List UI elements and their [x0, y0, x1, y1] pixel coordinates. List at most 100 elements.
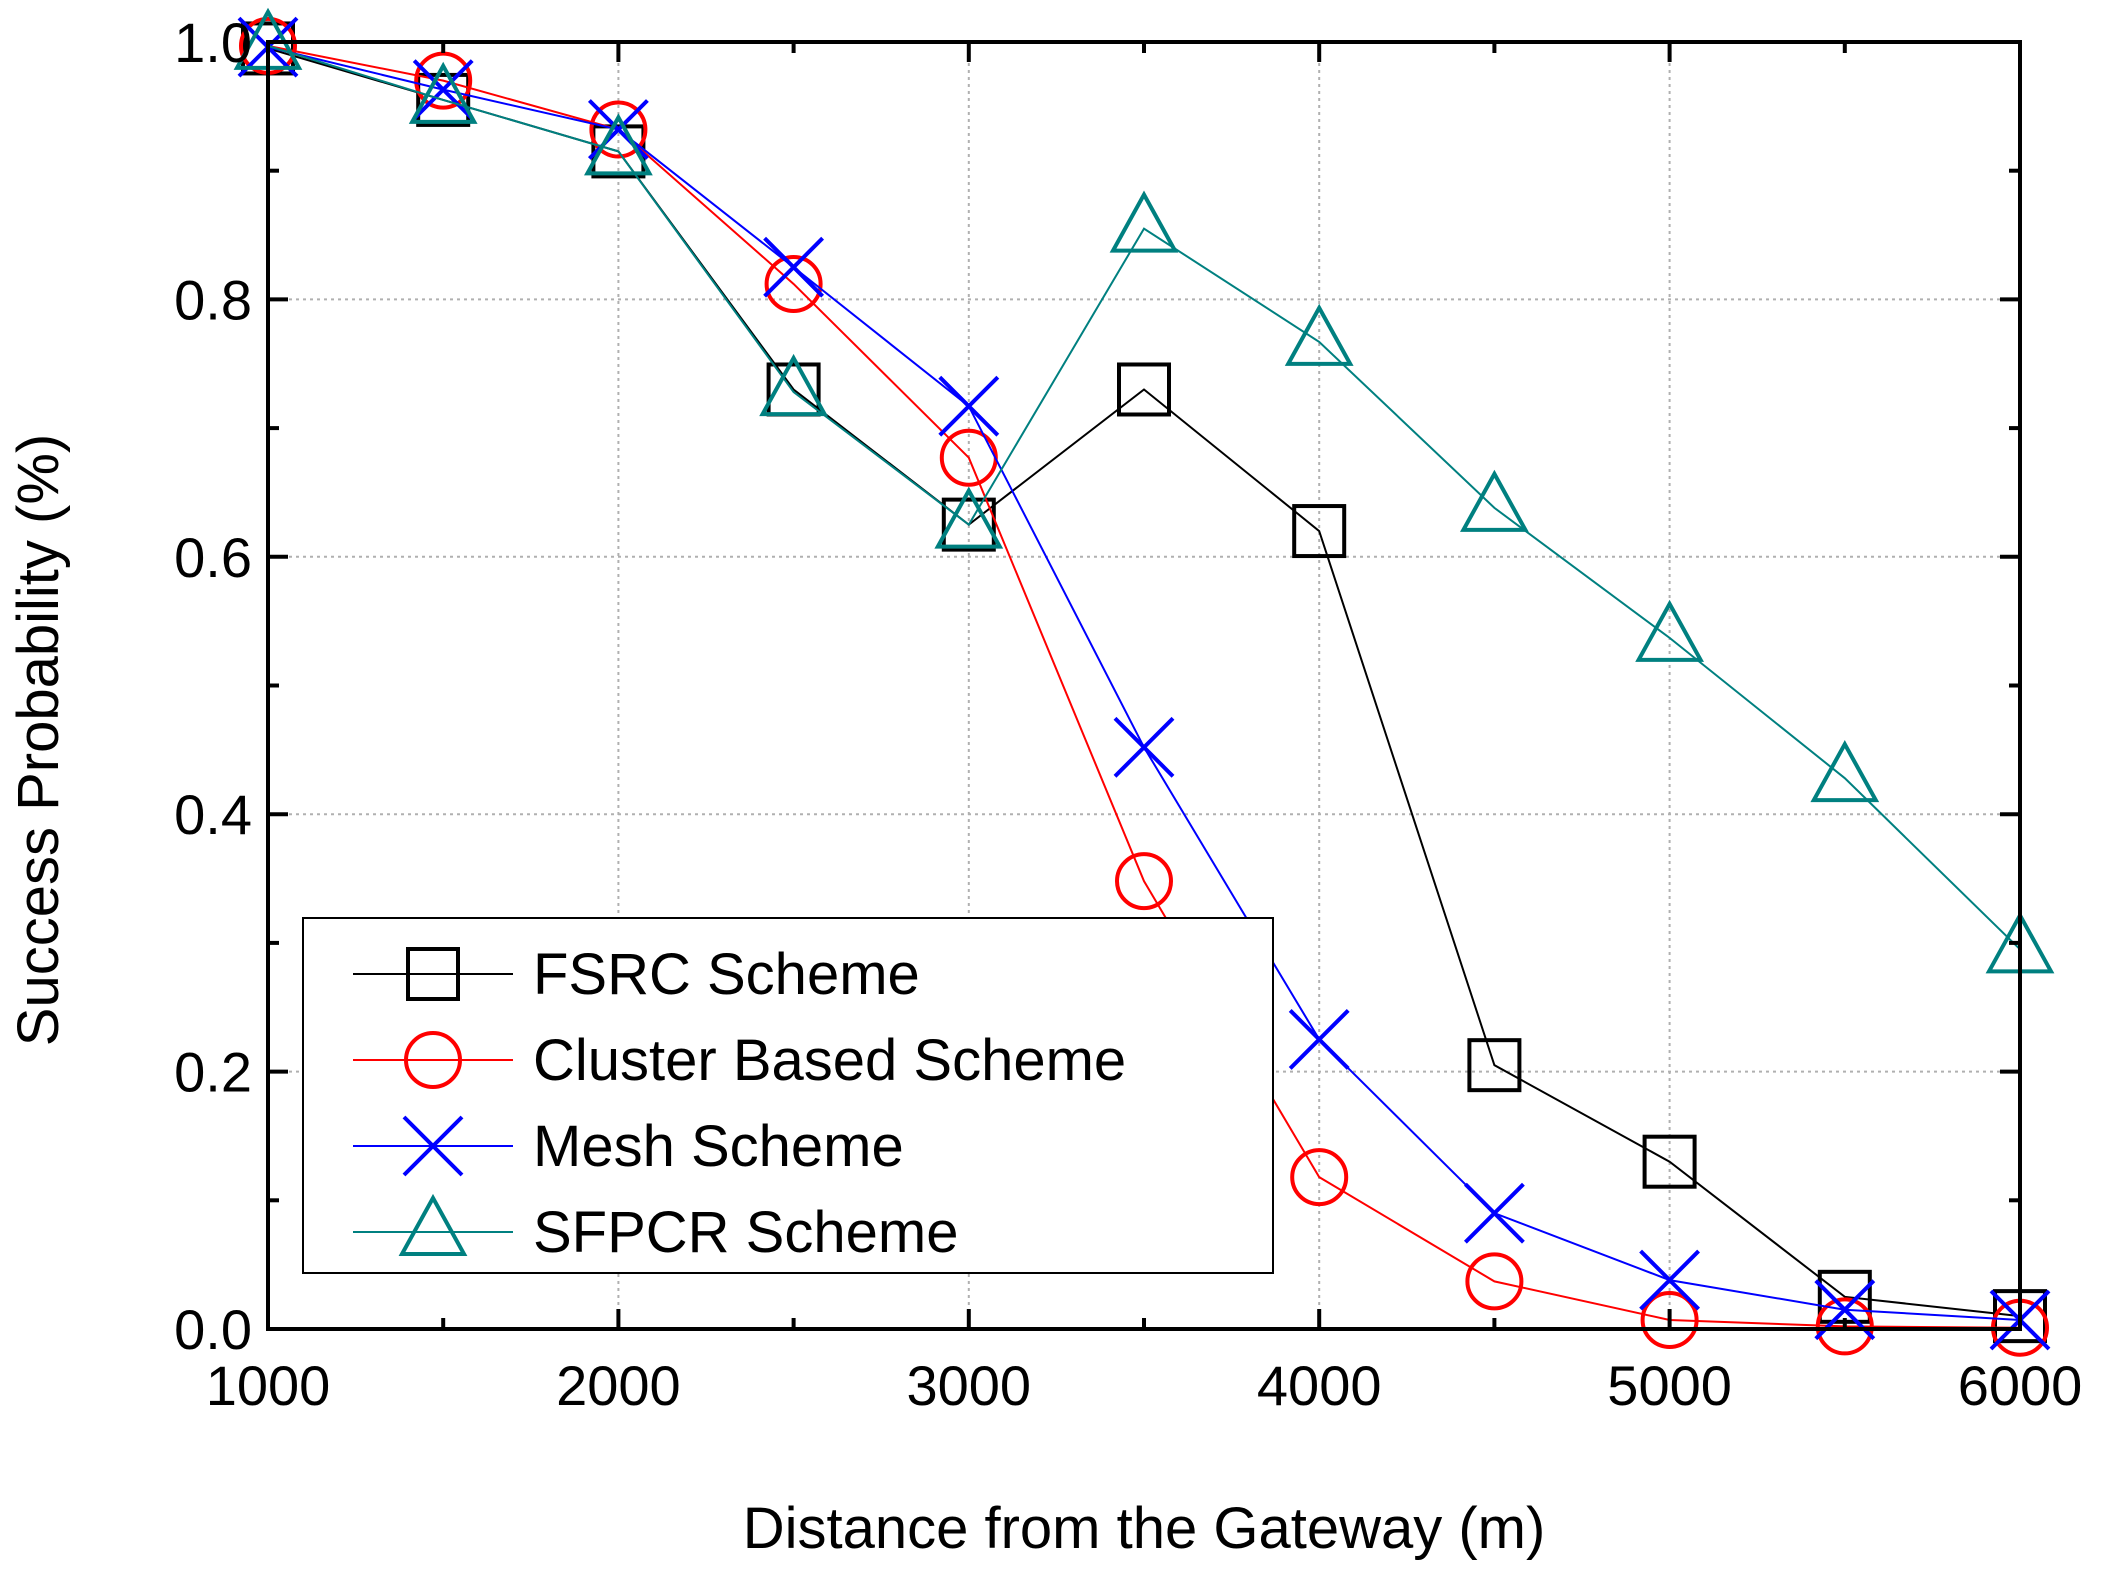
marker-shape	[1292, 504, 1347, 559]
data-point	[1639, 1249, 1701, 1311]
data-point	[1467, 1038, 1522, 1093]
marker-stroke	[763, 236, 825, 298]
legend-item: FSRC Scheme	[353, 942, 920, 1007]
data-point	[1463, 1182, 1525, 1244]
data-point	[1284, 303, 1354, 366]
x-axis-label: Distance from the Gateway (m)	[743, 1496, 1546, 1561]
marker-shape	[589, 100, 648, 159]
legend-label: Mesh Scheme	[533, 1114, 904, 1179]
marker-shape	[1284, 303, 1354, 366]
y-axis-label: Success Probability (%)	[6, 434, 71, 1046]
marker-shape	[1465, 1252, 1524, 1311]
marker-shape	[408, 61, 478, 124]
marker-shape	[398, 1193, 468, 1256]
marker-stroke	[938, 375, 1000, 437]
marker-shape	[941, 497, 996, 552]
marker-shape	[1810, 740, 1880, 803]
data-point	[763, 236, 825, 298]
data-point	[1465, 1252, 1524, 1311]
y-tick-label: 0.6	[174, 526, 252, 589]
marker-stroke	[412, 59, 474, 121]
data-point	[589, 100, 648, 159]
series-sfpcr-scheme	[233, 7, 2055, 974]
data-point	[934, 486, 1004, 549]
series-mesh-scheme	[237, 16, 2051, 1351]
legend: FSRC Scheme Cluster Based Scheme Mesh Sche…	[302, 917, 1274, 1274]
marker-shape	[1635, 599, 1704, 662]
axes-layer: 1000 2000 3000 4000 5000 6000 0.0 0.2 0.4 0.6 0.8 1…	[174, 11, 2082, 1417]
data-point	[1290, 1148, 1349, 1207]
legend-label: SFPCR Scheme	[533, 1200, 958, 1265]
data-point	[941, 497, 996, 552]
marker-shape	[584, 113, 653, 176]
data-point	[1635, 599, 1704, 662]
marker-stroke	[1639, 1249, 1701, 1311]
data-point	[1640, 1290, 1699, 1349]
y-tick-label: 0.2	[174, 1041, 252, 1104]
legend-marker	[398, 1193, 468, 1256]
data-point	[408, 61, 478, 124]
marker-stroke	[1288, 1009, 1350, 1070]
data-point	[414, 51, 473, 110]
data-point	[1810, 740, 1880, 803]
marker-shape	[764, 254, 823, 313]
y-tick-label: 0.0	[174, 1298, 252, 1361]
data-point	[1115, 852, 1173, 911]
legend-marker	[406, 947, 460, 1001]
data-point	[1288, 1009, 1350, 1070]
data-point	[1460, 469, 1529, 532]
marker-shape	[1640, 1290, 1699, 1349]
x-tick-label: 3000	[907, 1354, 1032, 1417]
series-layer	[233, 7, 2055, 1357]
marker-shape	[1467, 1038, 1522, 1093]
marker-shape	[414, 51, 473, 110]
marker-shape	[1290, 1148, 1349, 1207]
data-point	[759, 353, 828, 417]
marker-shape	[406, 947, 460, 1001]
data-point	[1642, 1134, 1697, 1189]
data-point	[764, 254, 823, 313]
x-tick-label: 1000	[206, 1354, 331, 1417]
marker-shape	[416, 72, 471, 127]
marker-shape	[1642, 1134, 1697, 1189]
x-tick-label: 5000	[1607, 1354, 1732, 1417]
marker-shape	[759, 353, 828, 417]
marker-shape	[1115, 852, 1173, 911]
series-line	[267, 44, 2021, 951]
marker-stroke	[402, 1115, 464, 1177]
marker-shape	[1109, 190, 1179, 253]
legend-box	[302, 917, 1274, 1274]
data-point	[1815, 1297, 1874, 1356]
x-tick-label: 2000	[556, 1354, 681, 1417]
marker-stroke	[1463, 1182, 1525, 1244]
data-point	[1109, 190, 1179, 253]
legend-item: Mesh Scheme	[353, 1114, 904, 1179]
legend-item: SFPCR Scheme	[353, 1193, 958, 1265]
x-tick-label: 6000	[1958, 1354, 2083, 1417]
data-point	[584, 113, 653, 176]
x-tick-label: 4000	[1257, 1354, 1382, 1417]
marker-shape	[1117, 362, 1171, 417]
legend-marker	[402, 1115, 464, 1177]
marker-shape	[1460, 469, 1529, 532]
data-point	[416, 72, 471, 127]
series-line	[267, 44, 2021, 1329]
y-tick-label: 1.0	[174, 11, 252, 74]
data-point	[938, 375, 1000, 437]
marker-shape	[404, 1031, 462, 1089]
data-point	[1113, 716, 1175, 778]
marker-shape	[934, 486, 1004, 549]
legend-item: Cluster Based Scheme	[353, 1028, 1126, 1093]
data-point	[1117, 362, 1171, 417]
legend-marker	[404, 1031, 462, 1089]
data-point	[1292, 504, 1347, 559]
marker-shape	[1815, 1297, 1874, 1356]
legend-label: Cluster Based Scheme	[533, 1028, 1126, 1093]
y-tick-label: 0.8	[174, 268, 252, 331]
legend-label: FSRC Scheme	[533, 942, 920, 1007]
marker-stroke	[1113, 716, 1175, 778]
data-point	[412, 59, 474, 121]
y-tick-label: 0.4	[174, 783, 252, 846]
